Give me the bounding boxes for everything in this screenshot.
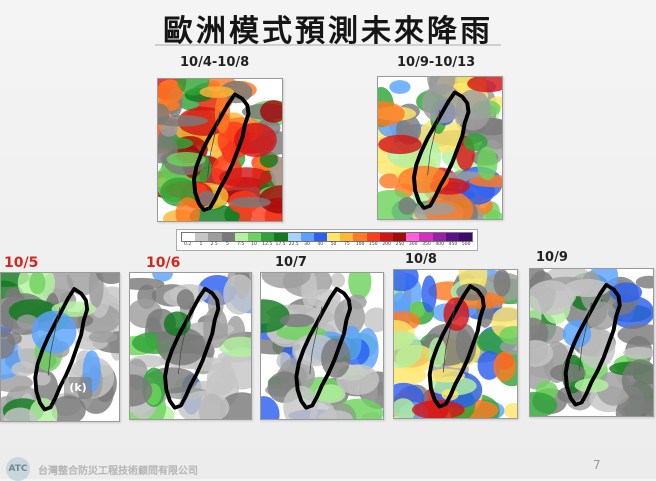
color-scale-tick: 5 (225, 242, 229, 247)
color-scale-swatch (366, 233, 380, 241)
color-scale-tick: 75 (343, 242, 350, 247)
rainfall-map-10-6 (129, 272, 252, 420)
color-scale-swatch (432, 233, 446, 241)
color-scale-swatch (208, 233, 222, 241)
color-scale-ticks: 0.2 1 2.5 5 7.5 10 12.5 17.5 22.5 30 40 50 75 100 150 2… (181, 242, 473, 247)
color-scale-swatch (445, 233, 459, 241)
rainfall-map-10-9 (529, 268, 654, 417)
page-number: 7 (593, 458, 601, 472)
top-map-date-1: 10/4-10/8 (180, 55, 250, 70)
color-scale-tick: 17.5 (275, 242, 286, 247)
color-scale-swatch (234, 233, 248, 241)
color-scale-swatch (393, 233, 407, 241)
rainfall-map-10-5 (0, 272, 120, 422)
color-scale-bar (181, 232, 473, 242)
bottom-map-date-4: 10/8 (405, 252, 437, 267)
color-scale-legend: 0.2 1 2.5 5 7.5 10 12.5 17.5 22.5 30 40 50 75 100 150 2… (176, 229, 478, 251)
color-scale-swatch (182, 233, 196, 241)
rainfall-map-10-4-10-8 (157, 78, 283, 222)
color-scale-swatch (247, 233, 262, 241)
color-scale-swatch (195, 233, 209, 241)
color-scale-tick: 7.5 (237, 242, 245, 247)
color-scale-swatch (379, 233, 393, 241)
color-scale-tick: 50 (330, 242, 337, 247)
color-scale-tick: 350 (422, 242, 431, 247)
color-scale-tick: 2.5 (210, 242, 218, 247)
color-scale-tick: 400 (435, 242, 444, 247)
color-scale-swatch (274, 233, 288, 241)
rainfall-map-10-9-10-13 (377, 76, 503, 220)
bottom-map-date-5: 10/9 (536, 250, 568, 265)
color-scale-swatch (300, 233, 314, 241)
footer-company-name: 台灣整合防災工程技術顧問有限公司 (38, 466, 198, 477)
bottom-map-date-2: 10/6 (146, 255, 181, 271)
top-map-date-2: 10/9-10/13 (397, 55, 476, 70)
color-scale-swatch (287, 233, 301, 241)
color-scale-swatch (419, 233, 433, 241)
color-scale-tick: 500 (461, 242, 471, 247)
color-scale-tick: 10 (251, 242, 257, 247)
color-scale-swatch (261, 233, 275, 241)
page-title: 歐洲模式預測未來降雨 (163, 14, 493, 49)
color-scale-tick: 30 (304, 242, 310, 247)
color-scale-swatch (458, 233, 473, 241)
color-scale-tick: 450 (448, 242, 458, 247)
company-logo: ATC (6, 457, 30, 481)
color-scale-tick: 300 (408, 242, 418, 247)
rainfall-map-10-8 (393, 269, 518, 419)
color-scale-tick: 200 (382, 242, 391, 247)
color-scale-swatch (353, 233, 367, 241)
color-scale-swatch (340, 233, 354, 241)
color-scale-swatch (406, 233, 420, 241)
bottom-map-date-3: 10/7 (275, 255, 307, 270)
bottom-map-date-1: 10/5 (4, 255, 39, 271)
color-scale-tick: 22.5 (288, 242, 299, 247)
color-scale-tick: 250 (395, 242, 405, 247)
color-scale-tick: 40 (317, 242, 324, 247)
color-scale-swatch (221, 233, 235, 241)
color-scale-swatch (327, 233, 341, 241)
title-divider (155, 44, 501, 46)
video-overlay-badge: (k) (64, 377, 92, 399)
color-scale-tick: 0.2 (184, 242, 192, 247)
rainfall-map-10-7 (260, 272, 384, 420)
color-scale-tick: 150 (369, 242, 378, 247)
color-scale-tick: 100 (355, 242, 365, 247)
color-scale-swatch (313, 233, 328, 241)
color-scale-tick: 12.5 (262, 242, 273, 247)
color-scale-tick: 1 (199, 242, 203, 247)
